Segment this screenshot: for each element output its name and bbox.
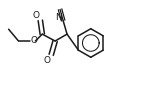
Text: O: O: [31, 36, 38, 45]
Text: O: O: [44, 56, 51, 65]
Text: N: N: [55, 14, 61, 22]
Text: O: O: [33, 11, 40, 20]
